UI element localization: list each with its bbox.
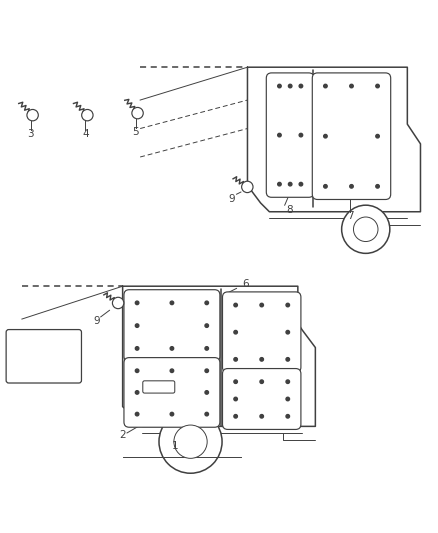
Circle shape bbox=[376, 134, 379, 138]
Circle shape bbox=[286, 358, 290, 361]
Circle shape bbox=[135, 324, 139, 327]
Circle shape bbox=[353, 217, 378, 241]
Circle shape bbox=[135, 413, 139, 416]
Circle shape bbox=[135, 301, 139, 304]
Circle shape bbox=[260, 303, 264, 307]
Circle shape bbox=[205, 413, 208, 416]
Circle shape bbox=[299, 84, 303, 88]
Text: 8: 8 bbox=[286, 205, 293, 215]
Circle shape bbox=[278, 182, 281, 186]
Circle shape bbox=[376, 184, 379, 188]
Circle shape bbox=[286, 380, 290, 383]
Circle shape bbox=[174, 425, 207, 458]
Circle shape bbox=[205, 369, 208, 373]
Circle shape bbox=[135, 391, 139, 394]
Text: 3: 3 bbox=[27, 129, 34, 139]
Text: 2: 2 bbox=[119, 430, 126, 440]
Circle shape bbox=[286, 415, 290, 418]
FancyBboxPatch shape bbox=[223, 368, 301, 430]
Circle shape bbox=[278, 133, 281, 137]
Circle shape bbox=[260, 358, 264, 361]
Circle shape bbox=[132, 108, 143, 119]
Circle shape bbox=[242, 181, 253, 192]
Circle shape bbox=[170, 301, 173, 304]
Circle shape bbox=[234, 397, 237, 401]
Circle shape bbox=[324, 134, 327, 138]
Circle shape bbox=[288, 182, 292, 186]
Circle shape bbox=[288, 84, 292, 88]
Circle shape bbox=[260, 415, 264, 418]
FancyBboxPatch shape bbox=[312, 73, 391, 199]
Circle shape bbox=[234, 303, 237, 307]
Circle shape bbox=[299, 182, 303, 186]
Circle shape bbox=[278, 84, 281, 88]
FancyBboxPatch shape bbox=[266, 73, 314, 197]
FancyBboxPatch shape bbox=[124, 358, 220, 427]
Text: 9: 9 bbox=[93, 316, 100, 326]
Circle shape bbox=[135, 369, 139, 373]
Circle shape bbox=[376, 84, 379, 88]
FancyBboxPatch shape bbox=[143, 381, 175, 393]
Circle shape bbox=[205, 391, 208, 394]
Circle shape bbox=[234, 380, 237, 383]
Circle shape bbox=[350, 184, 353, 188]
Circle shape bbox=[159, 410, 222, 473]
Circle shape bbox=[205, 301, 208, 304]
Circle shape bbox=[260, 380, 264, 383]
Circle shape bbox=[350, 84, 353, 88]
Circle shape bbox=[342, 205, 390, 253]
Text: 7: 7 bbox=[347, 211, 354, 221]
Circle shape bbox=[170, 369, 173, 373]
Circle shape bbox=[135, 346, 139, 350]
Circle shape bbox=[324, 184, 327, 188]
Circle shape bbox=[299, 133, 303, 137]
Circle shape bbox=[205, 346, 208, 350]
Circle shape bbox=[286, 397, 290, 401]
Text: 4: 4 bbox=[82, 129, 89, 139]
Circle shape bbox=[113, 297, 124, 309]
Text: 6: 6 bbox=[242, 279, 249, 289]
Circle shape bbox=[286, 330, 290, 334]
Circle shape bbox=[234, 415, 237, 418]
FancyBboxPatch shape bbox=[124, 290, 220, 361]
Circle shape bbox=[170, 346, 173, 350]
Circle shape bbox=[234, 358, 237, 361]
Circle shape bbox=[170, 413, 173, 416]
Text: 1: 1 bbox=[172, 441, 179, 451]
Text: 9: 9 bbox=[229, 193, 236, 204]
Circle shape bbox=[27, 109, 38, 121]
Circle shape bbox=[81, 109, 93, 121]
Circle shape bbox=[324, 84, 327, 88]
Circle shape bbox=[286, 303, 290, 307]
Text: 5: 5 bbox=[132, 127, 139, 137]
Circle shape bbox=[234, 330, 237, 334]
FancyBboxPatch shape bbox=[223, 292, 301, 373]
Circle shape bbox=[205, 324, 208, 327]
FancyBboxPatch shape bbox=[6, 329, 81, 383]
